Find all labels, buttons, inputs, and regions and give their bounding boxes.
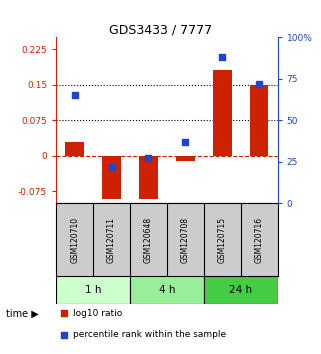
Bar [56, 276, 130, 304]
Point [220, 54, 225, 60]
Text: 4 h: 4 h [159, 285, 175, 295]
Text: GSM120648: GSM120648 [144, 217, 153, 263]
Text: 1 h: 1 h [85, 285, 101, 295]
Text: log10 ratio: log10 ratio [73, 309, 122, 318]
Point [109, 164, 114, 170]
Bar [213, 70, 231, 156]
Point [146, 155, 151, 161]
Text: GSM120716: GSM120716 [255, 217, 264, 263]
Text: GSM120715: GSM120715 [218, 217, 227, 263]
Bar [139, 156, 158, 199]
Text: GSM120710: GSM120710 [70, 217, 79, 263]
Text: GDS3433 / 7777: GDS3433 / 7777 [109, 23, 212, 36]
Bar [65, 142, 84, 156]
Bar [102, 156, 121, 199]
Point [183, 139, 188, 145]
Text: GSM120711: GSM120711 [107, 217, 116, 263]
Bar [176, 156, 195, 161]
Text: percentile rank within the sample: percentile rank within the sample [73, 330, 226, 339]
Bar [130, 276, 204, 304]
Point [256, 81, 262, 86]
Text: 24 h: 24 h [229, 285, 252, 295]
Text: time ▶: time ▶ [6, 308, 39, 318]
Point [61, 332, 66, 337]
Point [72, 92, 77, 98]
Bar [250, 85, 268, 156]
Text: GSM120708: GSM120708 [181, 217, 190, 263]
Point [61, 310, 66, 316]
Bar [204, 276, 278, 304]
